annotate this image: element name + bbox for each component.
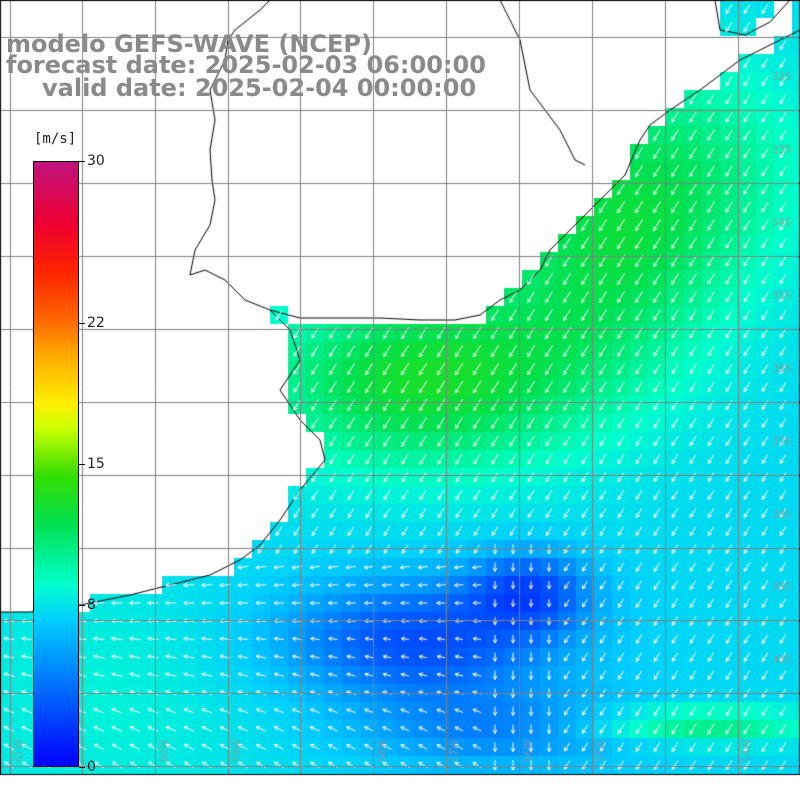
colorbar-tick-label: 22 [87, 314, 105, 331]
colorbar-tick-mark [79, 322, 85, 324]
colorbar-unit: [m/s] [34, 131, 77, 147]
colorbar-tick-mark [79, 767, 85, 768]
colorbar-tick-mark [79, 464, 85, 465]
colorbar-tick-mark [79, 161, 85, 162]
colorbar-tick-label: 0 [87, 759, 96, 775]
colorbar-tick-mark [79, 605, 85, 607]
colorbar-tick-label: 15 [87, 456, 105, 472]
valid-date: valid date: 2025-02-04 00:00:00 [42, 74, 477, 102]
forecast-date: forecast date: 2025-02-03 06:00:00 [6, 51, 486, 79]
colorbar-tick-label: 8 [87, 597, 96, 614]
colorbar-tick-label: 30 [87, 153, 105, 169]
model-title: modelo GEFS-WAVE (NCEP) [6, 30, 372, 58]
colorbar [33, 161, 79, 767]
